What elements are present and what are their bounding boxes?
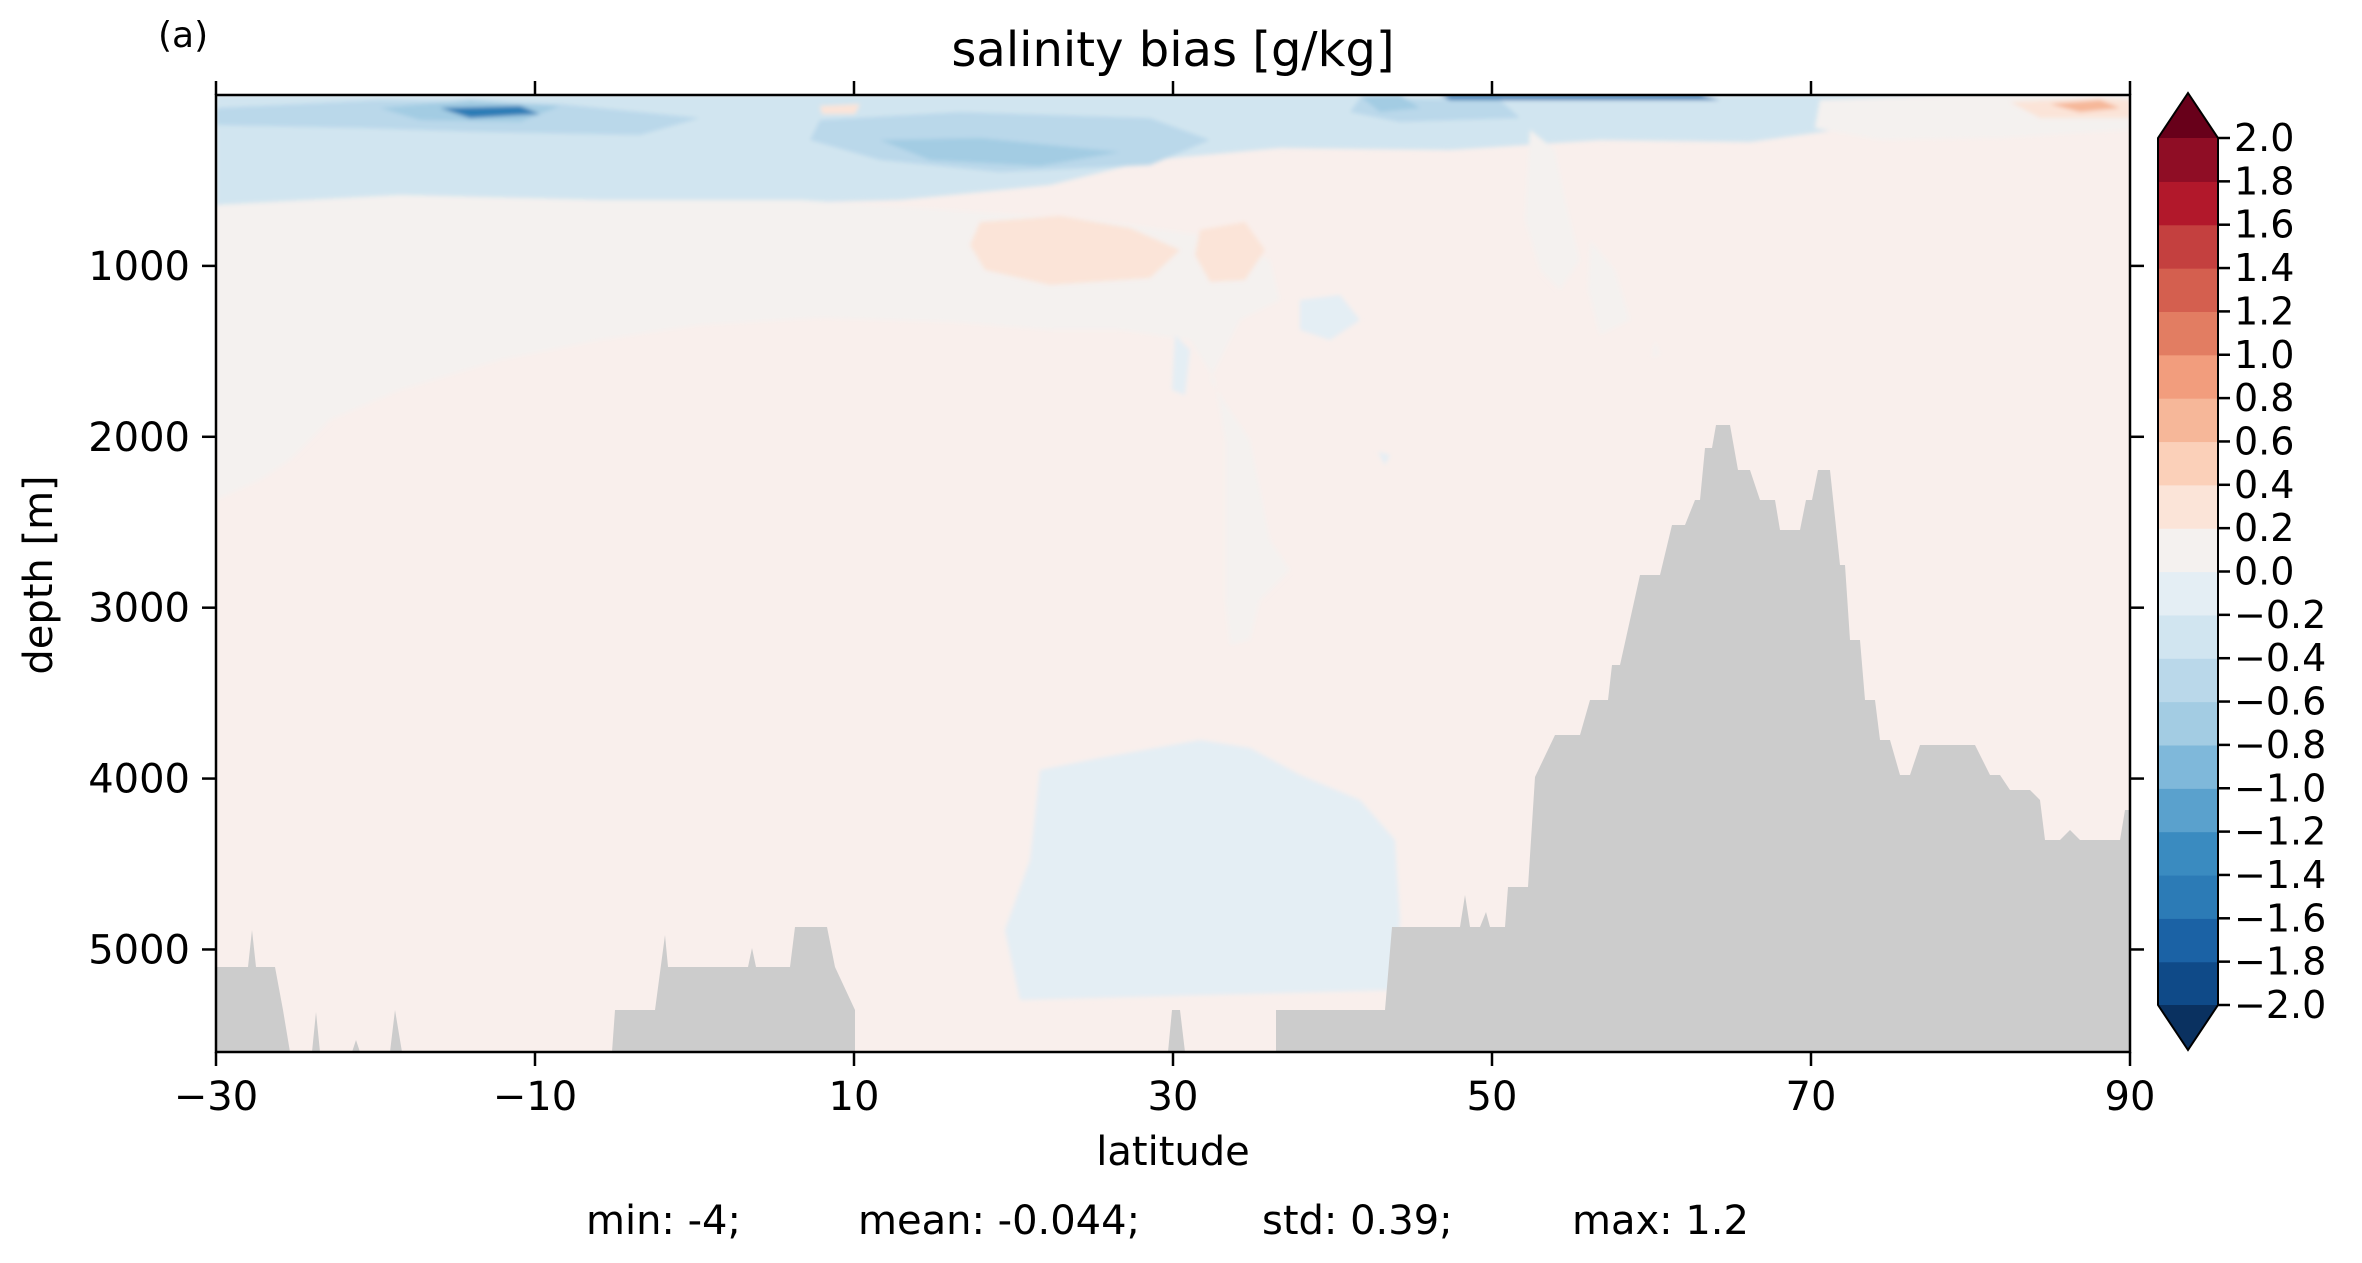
colorbar-segment [2158, 138, 2218, 182]
colorbar-tick-label: 0.4 [2234, 463, 2294, 507]
x-tick-label: 10 [829, 1074, 880, 1120]
colorbar-tick-label: −1.8 [2234, 940, 2326, 984]
colorbar-tick-label: 0.0 [2234, 550, 2294, 594]
y-tick-label: 5000 [88, 927, 190, 973]
colorbar-tick-label: 0.8 [2234, 376, 2294, 420]
x-tick-label: 70 [1786, 1074, 1837, 1120]
contour-region-deep-fresh [1005, 295, 1400, 1000]
y-tick-label: 4000 [88, 757, 190, 803]
colorbar-tick-label: −1.2 [2234, 810, 2326, 854]
panel-label: (a) [158, 15, 208, 56]
colorbar-tick-label: −0.8 [2234, 723, 2326, 767]
colorbar-segment [2158, 788, 2218, 833]
colorbar-segment [2158, 224, 2218, 269]
contour-region-surface-dark [380, 95, 1420, 166]
contour-region-surface-mid [216, 98, 1520, 172]
colorbar-tick-label: 0.6 [2234, 419, 2294, 463]
contour-region-warm-tongue [216, 195, 1290, 645]
colorbar-tick-label: 0.2 [2234, 506, 2294, 550]
contour-region-surface-deep [440, 95, 1720, 118]
colorbar-segment [2158, 528, 2218, 573]
contour-region-warm-patch [820, 104, 860, 114]
colorbar-tick-label: −2.0 [2234, 983, 2326, 1027]
stat-max: max: 1.2 [1572, 1198, 1749, 1244]
colorbar-segment [2158, 398, 2218, 443]
colorbar-tick-label: 1.4 [2234, 246, 2294, 290]
x-tick-label: 50 [1467, 1074, 1518, 1120]
colorbar-segment [2158, 268, 2218, 312]
y-tick-label: 2000 [88, 415, 190, 461]
colorbar-segment [2158, 181, 2218, 226]
colorbar-tick-label: −1.4 [2234, 853, 2326, 897]
colorbar-segment [2158, 831, 2218, 876]
y-tick-label: 1000 [88, 244, 190, 290]
x-tick-label: 90 [2105, 1074, 2156, 1120]
colorbar-extend-max [2158, 93, 2218, 138]
stat-mean: mean: -0.044; [858, 1198, 1141, 1244]
colorbar-segment [2158, 571, 2218, 616]
colorbar-tick-label: 2.0 [2234, 116, 2294, 160]
contour-region-warm-arctic-core [2050, 100, 2120, 112]
colorbar-tick-label: 1.8 [2234, 159, 2294, 203]
colorbar-extend-min [2158, 1005, 2218, 1050]
colorbar-tick-label: −0.4 [2234, 636, 2326, 680]
colorbar-tick-label: −0.2 [2234, 593, 2326, 637]
x-tick-label: −10 [493, 1074, 577, 1120]
colorbar: 2.01.81.61.41.21.00.80.60.40.20.0−0.2−0.… [2157, 91, 2326, 1052]
contour-region-warm-core [970, 216, 1265, 285]
contour-field [216, 95, 2130, 1052]
colorbar-tick-label: 1.2 [2234, 289, 2294, 333]
colorbar-tick-label: −1.0 [2234, 766, 2326, 810]
y-axis-label: depth [m] [16, 475, 62, 674]
stat-std: std: 0.39; [1262, 1198, 1453, 1244]
colorbar-segment [2158, 484, 2218, 529]
colorbar-segment [2158, 701, 2218, 746]
chart-title: salinity bias [g/kg] [951, 22, 1394, 78]
colorbar-segment [2158, 744, 2218, 789]
stat-min: min: -4; [586, 1198, 741, 1244]
colorbar-segment [2158, 311, 2218, 356]
colorbar-tick-label: 1.6 [2234, 203, 2294, 247]
colorbar-segment [2158, 961, 2218, 1006]
x-axis: −30 −10 10 30 50 70 90 [174, 81, 2156, 1120]
x-axis-label: latitude [1096, 1129, 1249, 1175]
x-tick-label: 30 [1148, 1074, 1199, 1120]
colorbar-tick-label: −0.6 [2234, 680, 2326, 724]
x-tick-label: −30 [174, 1074, 258, 1120]
colorbar-tick-label: 1.0 [2234, 333, 2294, 377]
colorbar-segment [2158, 918, 2218, 963]
colorbar-segment [2158, 614, 2218, 659]
y-tick-label: 3000 [88, 586, 190, 632]
colorbar-segment [2158, 354, 2218, 399]
bathymetry-land [216, 425, 2130, 1052]
y-axis: 1000 2000 3000 4000 5000 [88, 244, 2144, 973]
colorbar-tick-label: −1.6 [2234, 896, 2326, 940]
colorbar-segment [2158, 874, 2218, 919]
stats-line: min: -4; mean: -0.044; std: 0.39; max: 1… [0, 1198, 2362, 1248]
colorbar-segment [2158, 658, 2218, 703]
colorbar-segment [2158, 441, 2218, 486]
contour-region-warm-north [1525, 95, 2130, 358]
